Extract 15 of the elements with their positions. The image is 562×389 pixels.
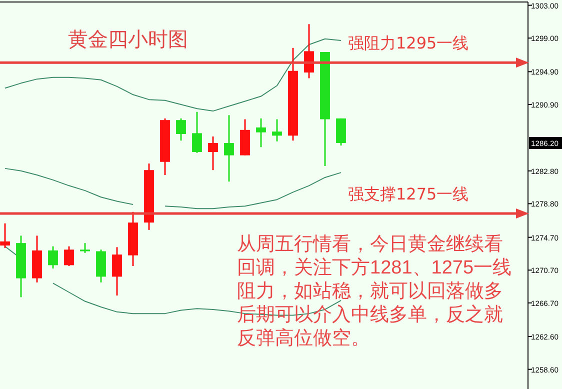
candlestick [272, 118, 282, 142]
candlestick [176, 118, 186, 142]
candlestick [112, 246, 122, 296]
candlestick [304, 23, 314, 79]
candlestick [208, 136, 218, 171]
ref-line-label: 强支撑1275一线 [348, 184, 469, 204]
ref-line-label: 强阻力1295一线 [348, 34, 469, 53]
candlestick [48, 246, 58, 270]
candlestick [80, 242, 90, 254]
candlestick [0, 222, 10, 249]
text: 黄金四小时图 [68, 27, 188, 51]
candlestick [64, 246, 74, 267]
candlestick [256, 118, 266, 148]
candlestick [224, 114, 234, 182]
candlestick [192, 111, 202, 154]
